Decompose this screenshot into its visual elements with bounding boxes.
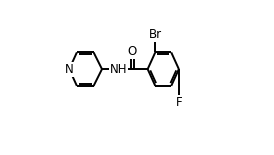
Text: N: N [65, 63, 74, 76]
Text: F: F [176, 96, 182, 109]
Text: O: O [128, 45, 137, 58]
Text: Br: Br [149, 28, 162, 41]
Text: NH: NH [110, 63, 127, 76]
